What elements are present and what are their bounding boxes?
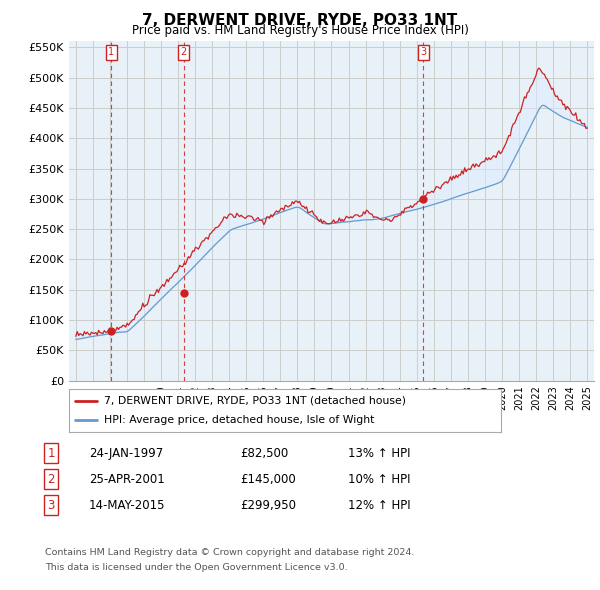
Text: Price paid vs. HM Land Registry's House Price Index (HPI): Price paid vs. HM Land Registry's House … [131, 24, 469, 37]
Text: 24-JAN-1997: 24-JAN-1997 [89, 447, 163, 460]
Text: 1: 1 [47, 447, 55, 460]
Text: 2: 2 [47, 473, 55, 486]
Text: 2: 2 [181, 47, 187, 57]
Text: HPI: Average price, detached house, Isle of Wight: HPI: Average price, detached house, Isle… [104, 415, 374, 425]
Text: 14-MAY-2015: 14-MAY-2015 [89, 499, 166, 512]
Text: 3: 3 [47, 499, 55, 512]
Text: Contains HM Land Registry data © Crown copyright and database right 2024.: Contains HM Land Registry data © Crown c… [45, 548, 415, 557]
Text: £82,500: £82,500 [240, 447, 288, 460]
Text: 12% ↑ HPI: 12% ↑ HPI [348, 499, 410, 512]
Text: 10% ↑ HPI: 10% ↑ HPI [348, 473, 410, 486]
Text: 7, DERWENT DRIVE, RYDE, PO33 1NT: 7, DERWENT DRIVE, RYDE, PO33 1NT [142, 13, 458, 28]
Text: 25-APR-2001: 25-APR-2001 [89, 473, 164, 486]
Text: 13% ↑ HPI: 13% ↑ HPI [348, 447, 410, 460]
Text: £299,950: £299,950 [240, 499, 296, 512]
Text: £145,000: £145,000 [240, 473, 296, 486]
Text: 7, DERWENT DRIVE, RYDE, PO33 1NT (detached house): 7, DERWENT DRIVE, RYDE, PO33 1NT (detach… [104, 396, 406, 406]
Text: 3: 3 [420, 47, 426, 57]
Text: 1: 1 [108, 47, 114, 57]
Text: This data is licensed under the Open Government Licence v3.0.: This data is licensed under the Open Gov… [45, 563, 347, 572]
